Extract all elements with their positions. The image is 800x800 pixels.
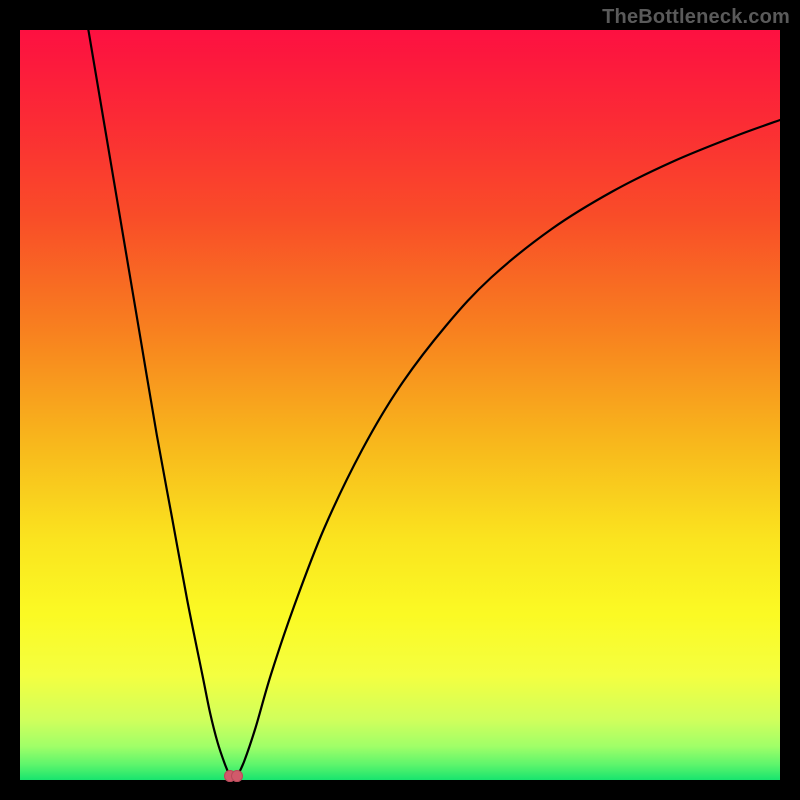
gradient-background xyxy=(20,30,780,780)
watermark-text: TheBottleneck.com xyxy=(602,6,790,29)
plot-area xyxy=(20,30,780,780)
chart-frame: TheBottleneck.com xyxy=(0,0,800,800)
